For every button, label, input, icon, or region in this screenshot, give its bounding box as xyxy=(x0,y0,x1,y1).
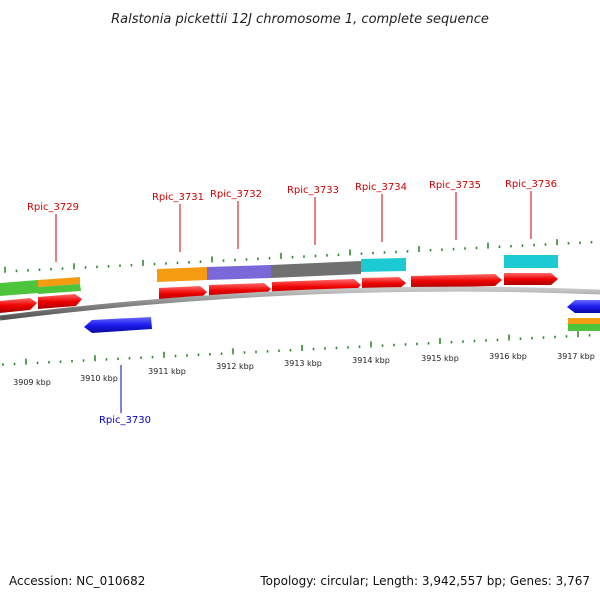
topology-summary: Topology: circular; Length: 3,942,557 bp… xyxy=(260,574,590,588)
cds-arrow-right-edge[interactable] xyxy=(567,300,600,313)
map-title: Ralstonia pickettii 12J chromosome 1, co… xyxy=(111,12,489,27)
gray-feature-3733[interactable] xyxy=(271,261,361,278)
orange-feature-right[interactable] xyxy=(568,318,600,324)
kbp-labels: 3909 kbp 3910 kbp 3911 kbp 3912 kbp 3913 kbp… xyxy=(13,352,595,387)
cds-arrow-3730[interactable] xyxy=(84,317,152,333)
gene-label-rpic_3735[interactable]: Rpic_3735 xyxy=(429,180,481,191)
feature-track xyxy=(0,255,600,331)
kbp-label: 3917 kbp xyxy=(557,352,595,361)
gene-label-rpic_3732[interactable]: Rpic_3732 xyxy=(210,189,262,200)
gene-leaders xyxy=(55,191,532,413)
cds-arrow-3736[interactable] xyxy=(504,273,558,285)
kbp-label: 3914 kbp xyxy=(352,356,390,365)
cds-arrow-left-edge[interactable] xyxy=(0,298,37,313)
purple-feature-3732[interactable] xyxy=(207,265,271,280)
cds-arrow-3735[interactable] xyxy=(411,274,502,288)
kbp-label: 3910 kbp xyxy=(80,374,118,383)
orange-feature-3731[interactable] xyxy=(157,267,207,282)
gene-label-rpic_3736[interactable]: Rpic_3736 xyxy=(505,179,557,190)
green-feature-3729[interactable] xyxy=(38,284,81,294)
kbp-label: 3913 kbp xyxy=(284,359,322,368)
outer-tick-row xyxy=(4,239,593,273)
cds-arrow-3734[interactable] xyxy=(362,277,406,290)
kbp-label: 3915 kbp xyxy=(421,354,459,363)
kbp-label: 3911 kbp xyxy=(148,367,186,376)
gene-labels: Rpic_3729 Rpic_3730 Rpic_3731 Rpic_3732 Rpic… xyxy=(27,179,557,426)
kbp-label: 3912 kbp xyxy=(216,362,254,371)
cds-arrow-3729[interactable] xyxy=(38,294,82,309)
green-feature-left[interactable] xyxy=(0,280,38,296)
chromosome-backbone xyxy=(0,286,600,321)
kbp-label: 3916 kbp xyxy=(489,352,527,361)
cyan-feature-3736[interactable] xyxy=(504,255,558,268)
gene-label-rpic_3734[interactable]: Rpic_3734 xyxy=(355,182,407,193)
inner-tick-row xyxy=(2,331,591,366)
kbp-label: 3909 kbp xyxy=(13,378,51,387)
orange-feature-3729[interactable] xyxy=(38,277,80,287)
gene-label-rpic_3730[interactable]: Rpic_3730 xyxy=(99,415,151,426)
gene-label-rpic_3733[interactable]: Rpic_3733 xyxy=(287,185,339,196)
gene-label-rpic_3731[interactable]: Rpic_3731 xyxy=(152,192,204,203)
gene-label-rpic_3729[interactable]: Rpic_3729 xyxy=(27,202,79,213)
reverse-cds-track xyxy=(84,300,600,333)
cyan-feature-3734[interactable] xyxy=(361,258,406,272)
green-feature-right[interactable] xyxy=(568,324,600,331)
accession-text: Accession: NC_010682 xyxy=(9,574,146,588)
